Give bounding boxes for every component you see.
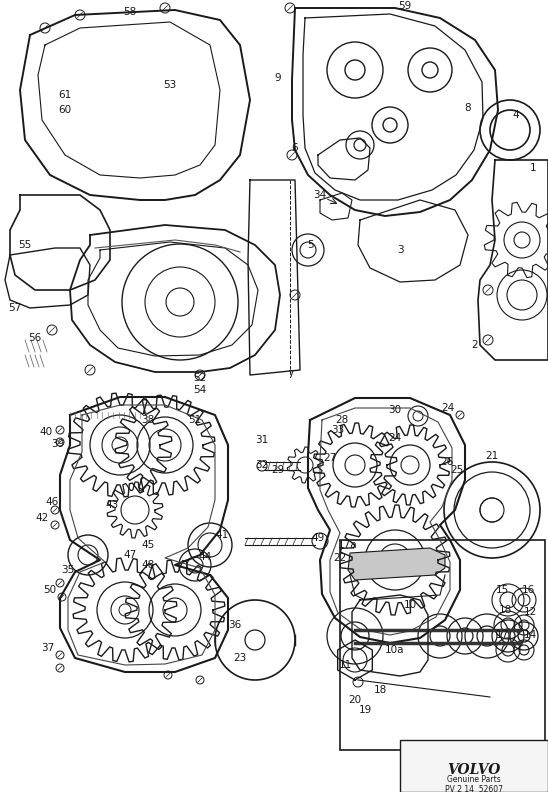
Bar — [400, 740, 548, 792]
Text: 51: 51 — [189, 415, 202, 425]
Text: 29: 29 — [271, 465, 284, 475]
Text: 28: 28 — [335, 415, 349, 425]
Text: 31: 31 — [255, 435, 269, 445]
Text: 57: 57 — [8, 303, 21, 313]
Text: 34: 34 — [313, 190, 327, 200]
Text: 10a: 10a — [385, 645, 405, 655]
Text: 42: 42 — [36, 513, 49, 523]
Text: 39: 39 — [52, 439, 65, 449]
Text: 24: 24 — [441, 403, 455, 413]
Text: 30: 30 — [389, 405, 402, 415]
Text: 20: 20 — [349, 695, 362, 705]
Polygon shape — [348, 548, 445, 580]
Text: 14: 14 — [523, 630, 536, 640]
Text: 21: 21 — [486, 451, 499, 461]
Text: 61: 61 — [59, 90, 72, 100]
Text: 17: 17 — [495, 630, 509, 640]
Text: 32: 32 — [255, 460, 269, 470]
Text: 27: 27 — [323, 453, 336, 463]
Text: 59: 59 — [398, 1, 412, 11]
Text: 36: 36 — [229, 620, 242, 630]
Text: 18: 18 — [373, 685, 387, 695]
Text: 19: 19 — [358, 705, 372, 715]
Text: 5: 5 — [307, 240, 313, 250]
Text: 44: 44 — [198, 552, 212, 562]
Text: 25: 25 — [450, 465, 464, 475]
Text: 56: 56 — [28, 333, 42, 343]
Text: 22: 22 — [333, 553, 347, 563]
Text: 60: 60 — [59, 105, 72, 115]
Text: 47: 47 — [123, 550, 136, 560]
Text: 46: 46 — [45, 497, 59, 507]
Text: 35: 35 — [61, 565, 75, 575]
Text: 2: 2 — [472, 340, 478, 350]
Text: 48: 48 — [141, 560, 155, 570]
Text: 9: 9 — [275, 73, 281, 83]
Text: 24: 24 — [389, 433, 402, 443]
Text: 7: 7 — [287, 370, 293, 380]
Text: 38: 38 — [141, 415, 155, 425]
Text: 45: 45 — [141, 540, 155, 550]
Bar — [340, 540, 545, 750]
Text: 43: 43 — [105, 500, 118, 510]
Text: 18: 18 — [498, 605, 512, 615]
Text: 49: 49 — [311, 533, 324, 543]
Text: 54: 54 — [193, 385, 207, 395]
Text: 6: 6 — [292, 143, 298, 153]
Text: 4: 4 — [513, 110, 520, 120]
Text: 53: 53 — [163, 80, 176, 90]
Text: 10: 10 — [403, 600, 416, 610]
Text: 50: 50 — [43, 585, 56, 595]
Text: VOLVO: VOLVO — [447, 763, 501, 777]
Text: 26: 26 — [441, 457, 454, 467]
Text: 55: 55 — [19, 240, 32, 250]
Text: 37: 37 — [42, 643, 55, 653]
Text: 3: 3 — [397, 245, 403, 255]
Text: 17a: 17a — [338, 540, 358, 550]
Text: 12: 12 — [523, 607, 536, 617]
Text: 23: 23 — [233, 653, 247, 663]
Text: 11: 11 — [338, 660, 352, 670]
Text: Genuine Parts: Genuine Parts — [447, 775, 501, 785]
Text: 58: 58 — [123, 7, 136, 17]
Text: 16: 16 — [521, 585, 535, 595]
Text: 33: 33 — [332, 425, 345, 435]
Text: 15: 15 — [495, 585, 509, 595]
Text: 41: 41 — [215, 530, 229, 540]
Text: PV 2 14  52607: PV 2 14 52607 — [445, 786, 503, 792]
Text: 8: 8 — [465, 103, 471, 113]
Text: 52: 52 — [193, 373, 207, 383]
Text: 40: 40 — [39, 427, 53, 437]
Text: 1: 1 — [530, 163, 536, 173]
